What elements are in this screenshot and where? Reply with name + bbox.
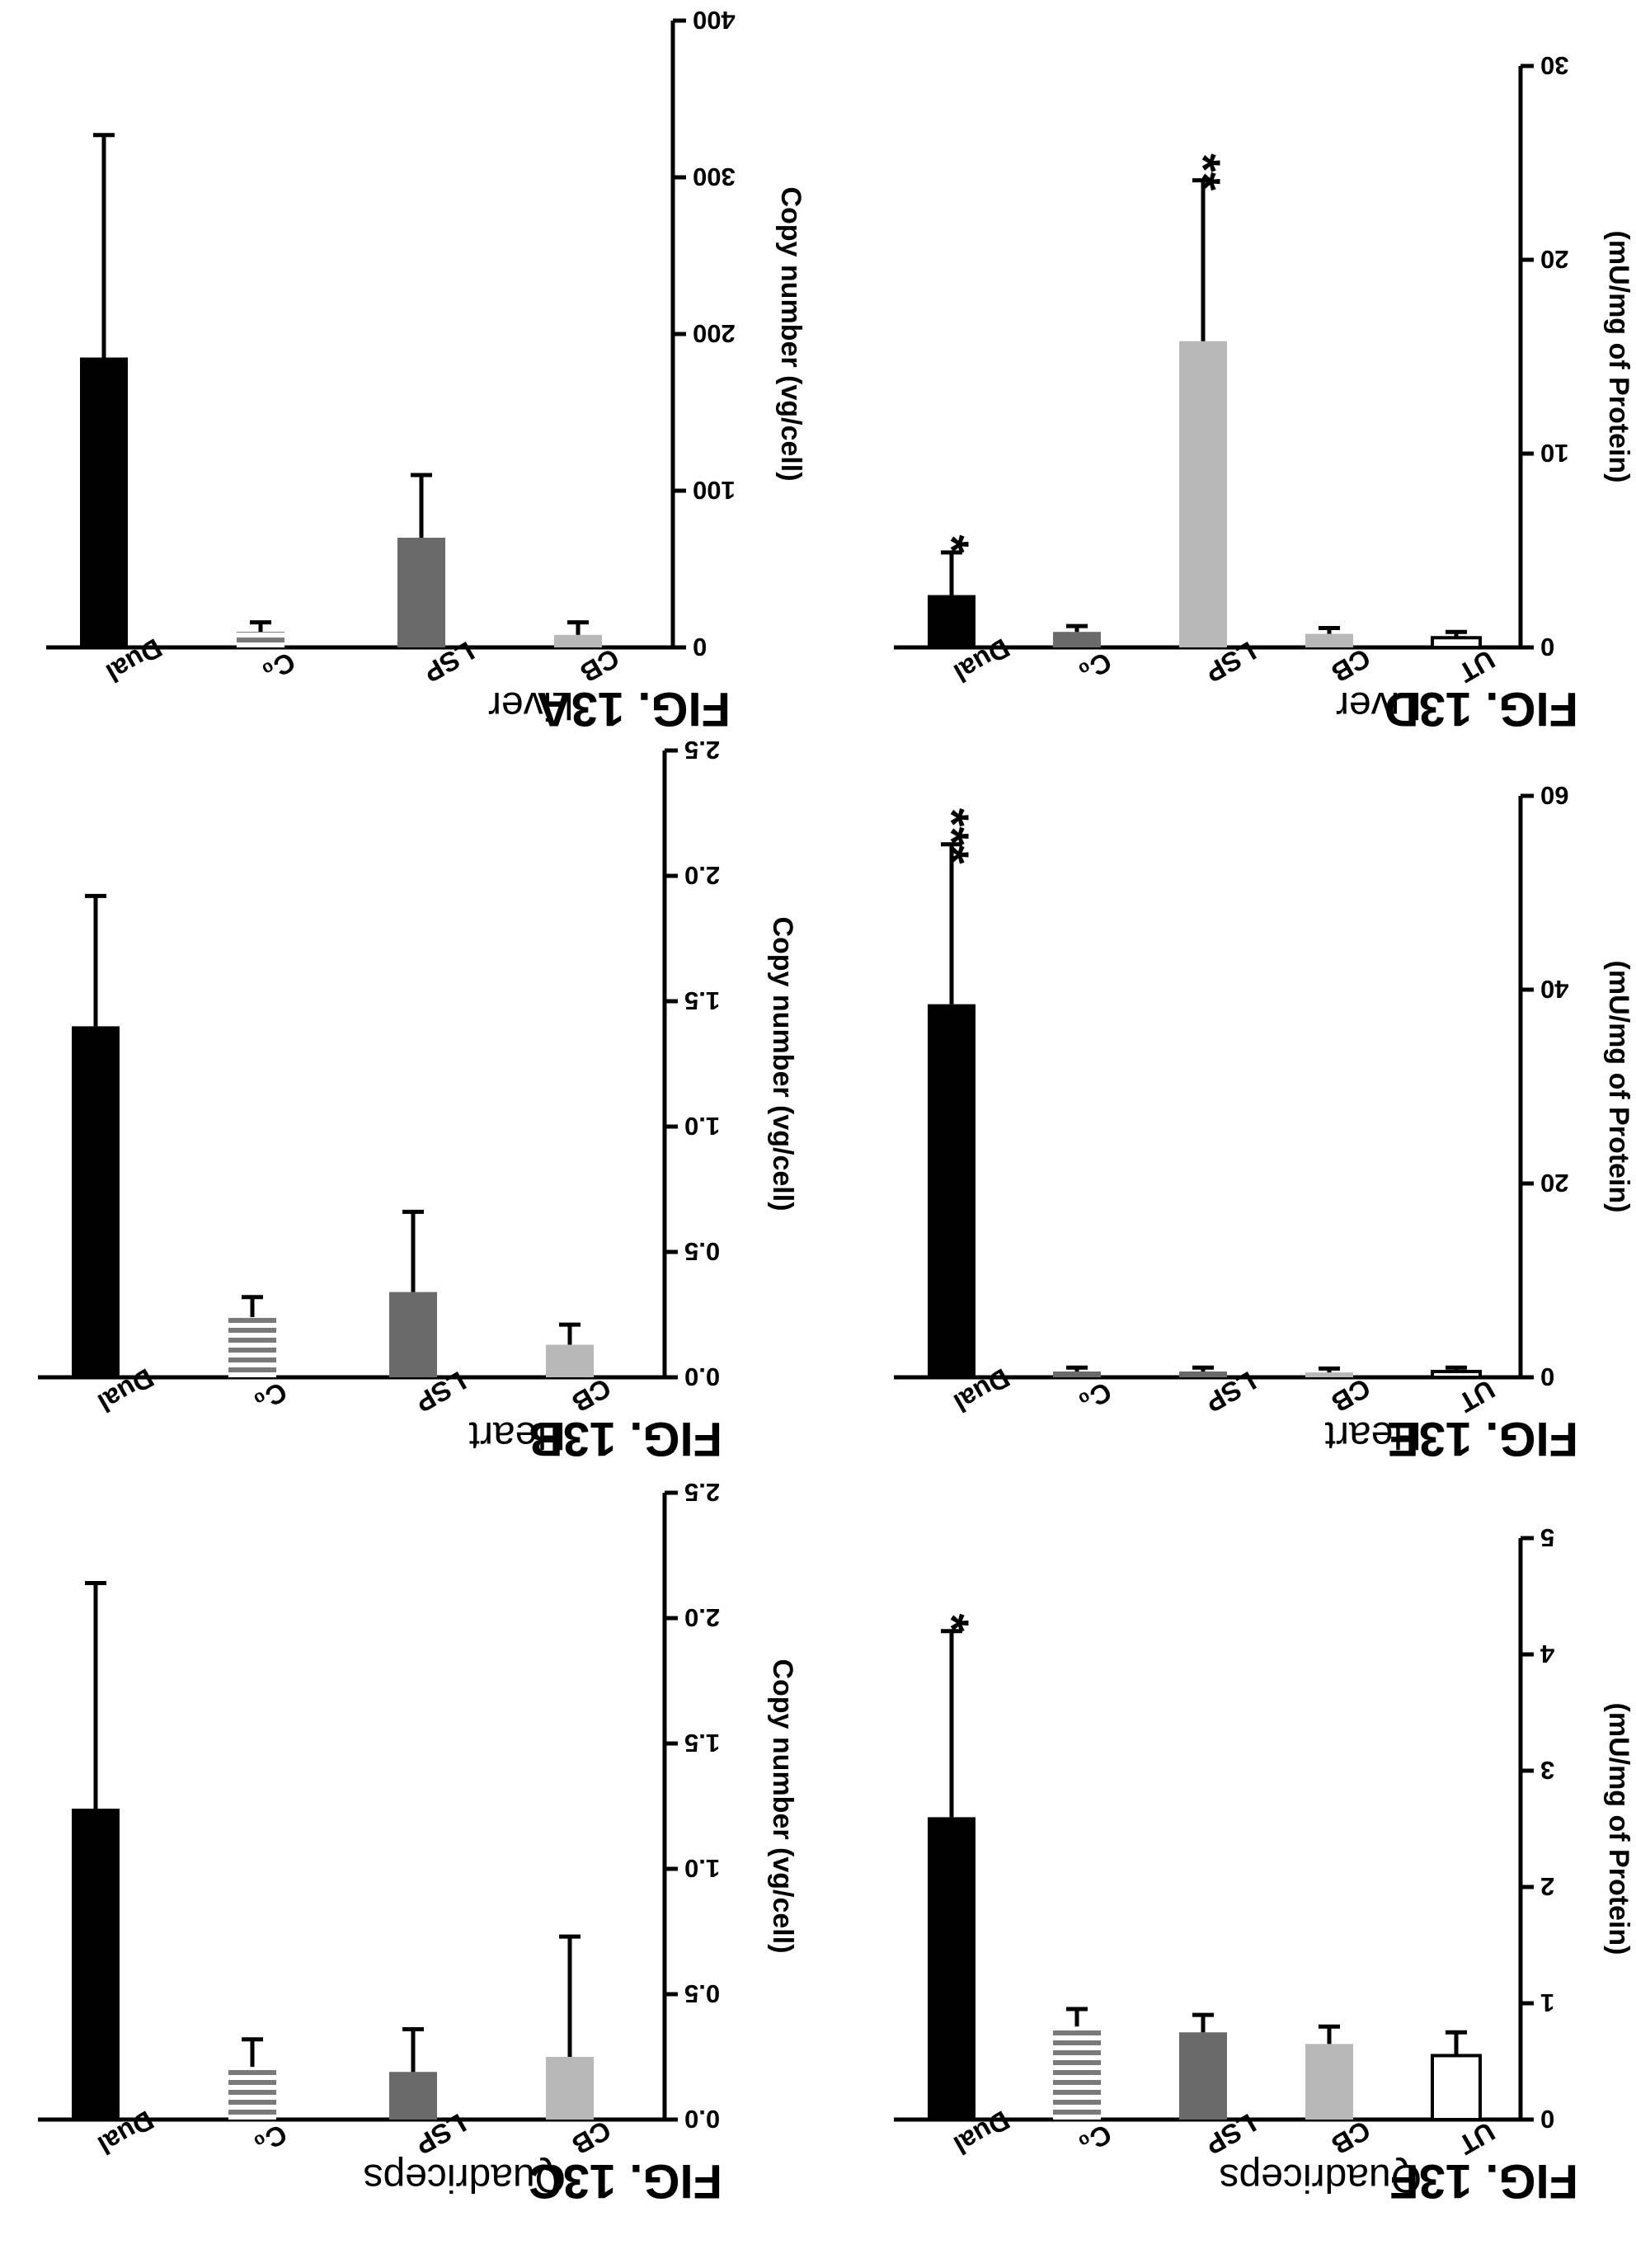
y-tick-label: 3 [1540,1756,1554,1785]
y-tick-label: 200 [693,319,736,348]
category-label: UT [1454,1374,1501,1419]
bar-cb [1305,1372,1353,1377]
y-tick-label: 2.5 [684,1478,720,1507]
figure-label: FIG. 13C [529,2154,722,2208]
bar-dual [928,1004,975,1377]
y-tick-label: 0.0 [684,2105,720,2134]
bar-ut [1431,1369,1482,1379]
y-tick-label: 300 [693,162,736,191]
bar-c [1053,632,1101,647]
y-tick-label: 1.0 [684,1112,720,1141]
y-tick-label: 2 [1540,1872,1554,1901]
bar-cb [546,1344,594,1377]
bar-dual [928,1817,975,2120]
y-axis-title: Copy number (vg/cell) [767,1659,798,1953]
figure-label: FIG. 13A [537,682,731,736]
y-tick-label: 0 [1540,2105,1554,2134]
y-axis-title: Copy number (vg/cell) [767,916,798,1211]
bar-cb [554,634,602,647]
y-tick-label: 0 [1540,1362,1554,1391]
y-tick-label: 100 [693,476,736,505]
tissue-label: Liver [1336,684,1422,727]
significance-marker: ** [1176,153,1229,191]
bar-cb [1305,2044,1353,2120]
y-axis-title: Pullulanase activity(mU/mg of Protein) [1603,227,1636,487]
bar-ut [1431,636,1482,649]
figure-label: FIG. 13F [1389,2154,1578,2208]
bar-c [228,1317,276,1377]
significance-marker: *** [924,808,978,864]
y-axis-title: Copy number (vg/cell) [775,186,806,481]
bar-ut [1431,2054,1482,2121]
figure-label: FIG. 13D [1384,682,1578,736]
bar-lsp [389,1292,437,1377]
significance-marker: * [924,535,978,554]
bar-lsp [397,538,445,647]
y-tick-label: 0.5 [684,1237,720,1266]
bar-cb [546,2057,594,2120]
y-tick-label: 1.5 [684,986,720,1015]
y-tick-label: 1 [1540,1988,1554,2017]
y-tick-label: 60 [1540,781,1568,810]
bar-c [228,2067,276,2120]
y-tick-label: 2.5 [684,736,720,765]
y-tick-label: 0.0 [684,1362,720,1391]
figure-label: FIG. 13E [1387,1412,1578,1466]
y-tick-label: 1.5 [684,1729,720,1757]
y-tick-label: 20 [1540,245,1568,274]
category-label: C₀ [1074,2119,1117,2161]
bar-lsp [1179,2032,1227,2120]
significance-marker: * [924,1614,978,1633]
bar-c [1053,2026,1101,2120]
category-label: UT [1454,644,1501,689]
bar-c [1053,1371,1101,1377]
y-axis-title: Pullulanase activity(mU/mg of Protein) [1603,957,1636,1217]
bar-c [237,632,284,647]
bar-lsp [1179,1371,1227,1377]
y-tick-label: 0 [1540,633,1554,661]
y-tick-label: 4 [1540,1640,1554,1668]
category-label: C₀ [1074,647,1117,689]
category-label: C₀ [1074,1376,1117,1419]
y-tick-label: 30 [1540,51,1568,80]
category-label: UT [1454,2116,1501,2161]
category-label: C₀ [250,2119,293,2161]
bar-lsp [1179,341,1227,647]
bar-lsp [389,2072,437,2120]
bar-dual [928,595,975,647]
y-tick-label: 0.5 [684,1979,720,2008]
category-label: C₀ [250,1376,293,1419]
y-tick-label: 40 [1540,975,1568,1004]
category-label: C₀ [258,647,301,689]
y-tick-label: 1.0 [684,1854,720,1883]
y-tick-label: 2.0 [684,861,720,890]
tissue-label: Liver [488,684,574,727]
bar-dual [80,357,128,647]
tissue-label: Heart [1325,1414,1422,1457]
figure-label: FIG. 13B [529,1412,722,1466]
y-tick-label: 400 [693,6,736,35]
y-tick-label: 20 [1540,1169,1568,1198]
y-tick-label: 2.0 [684,1603,720,1632]
y-tick-label: 10 [1540,439,1568,468]
bar-dual [72,1809,120,2120]
tissue-label: Heart [469,1414,566,1457]
y-axis-title: Pullulanase activity(mU/mg of Protein) [1603,1699,1636,1960]
tissue-label: Quadriceps [1220,2156,1422,2200]
bar-cb [1305,633,1353,647]
bar-dual [72,1026,120,1377]
y-tick-label: 0 [693,633,707,661]
tissue-label: Quadriceps [364,2156,566,2200]
y-tick-label: 5 [1540,1523,1554,1552]
